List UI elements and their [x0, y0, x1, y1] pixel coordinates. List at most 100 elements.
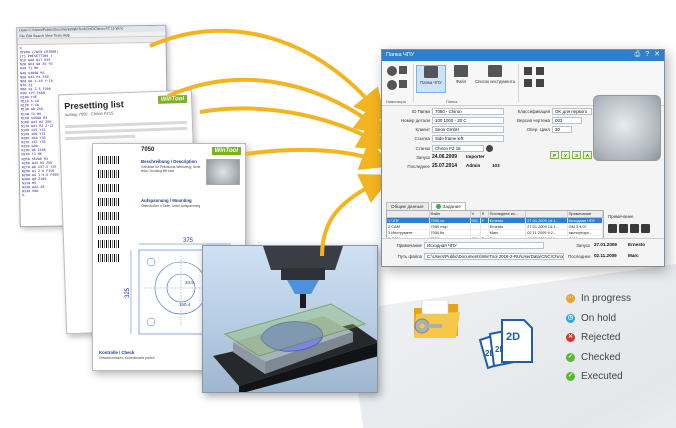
footer-last-date: 02.11.2009 — [594, 253, 617, 258]
doc-label-middle: 2D — [495, 345, 505, 354]
refresh-icon[interactable] — [387, 66, 397, 76]
status-button-z[interactable]: З — [572, 151, 581, 159]
cell-row-type: 2 CAM — [387, 223, 430, 230]
legend-item: ✓ Executed — [566, 367, 631, 387]
column-header-type[interactable] — [387, 211, 430, 218]
cell-last-user: Ernesto — [488, 217, 527, 224]
column-header-note[interactable]: Примечание — [567, 211, 603, 218]
ribbon-button-tool-list[interactable]: Список инструмента — [475, 65, 515, 84]
cell-file-name: 7050.mcp — [429, 223, 471, 230]
count-value: 103 — [492, 163, 500, 168]
status-button-u[interactable]: У — [561, 151, 570, 159]
classification-select[interactable]: OK для первого — [552, 108, 592, 115]
machine-field[interactable]: Chiron FZ 15 — [432, 145, 484, 152]
delete-icon[interactable] — [536, 79, 544, 87]
column-header-file[interactable]: Файл — [429, 211, 471, 218]
field-label: Запуск — [416, 155, 430, 160]
status-buttons: Р У З А — [550, 151, 592, 159]
cell-last-user: Ernesto — [488, 223, 527, 230]
barcode — [98, 240, 120, 248]
print-icon[interactable]: ⎙ — [634, 51, 641, 58]
legend-label: Checked — [581, 351, 621, 363]
compare-icon[interactable] — [619, 224, 628, 233]
cycle-time-field[interactable]: 30 — [552, 126, 572, 133]
note-field[interactable]: Исходная ЧПУ — [424, 242, 544, 249]
open-file-icon[interactable] — [608, 224, 617, 233]
settings-icon[interactable] — [399, 66, 407, 74]
table-row[interactable]: 1 ЧПУ 7050.nc 001 P Ernesto 27.01.2009 14:1..… — [387, 217, 603, 224]
cell-version — [470, 229, 481, 236]
ribbon-group-folder: Папка — [446, 99, 458, 104]
part-number-field[interactable]: 100 1000 - 20 C — [432, 117, 504, 124]
cell-status — [480, 223, 489, 230]
ribbon-separator — [518, 64, 519, 102]
doc-label-back: 2D — [485, 349, 495, 358]
dim-height: 325 — [125, 287, 131, 298]
section-title: Aufspannung / Mounting — [141, 198, 192, 203]
forward-icon[interactable] — [399, 80, 407, 88]
new-icon[interactable] — [524, 67, 532, 75]
task-status-icon — [435, 204, 441, 210]
cam-3d-simulation — [202, 245, 378, 393]
status-button-r[interactable]: Р — [550, 151, 559, 159]
reference-field[interactable]: Side frame left — [432, 135, 504, 142]
last-user: Admin — [466, 163, 481, 168]
barcode — [98, 198, 120, 206]
barcode — [98, 170, 120, 178]
help-icon[interactable]: ? — [645, 51, 650, 58]
status-button-a[interactable]: А — [583, 151, 592, 159]
tab-label: Задание — [442, 204, 461, 209]
legend-item: ··· In progress — [566, 289, 631, 309]
field-label: ID Папки — [412, 109, 430, 114]
cell-status — [480, 229, 489, 236]
doc-line — [65, 134, 136, 141]
table-row[interactable]: 2 CAM 7050.mcp Ernesto 27.01.2009 14:1... GM… — [387, 223, 603, 230]
dim-d1: 34.5 — [185, 280, 194, 285]
cell-version: 001 — [470, 217, 481, 224]
section-title: Beschreibung / Description — [141, 159, 197, 164]
cell-date: 27.01.2009 14:1... — [525, 217, 568, 224]
legend-item: ✓ Checked — [566, 348, 631, 368]
cell-last-user: Marc — [488, 229, 527, 236]
drawing-version-field[interactable]: 003 — [552, 117, 582, 124]
file-path-field[interactable]: C:\Users\Public\Documents\WinTool 2018-2… — [424, 253, 564, 260]
copy-file-icon[interactable] — [630, 224, 639, 233]
back-icon[interactable] — [387, 80, 397, 90]
doc-line — [65, 126, 188, 135]
launch-user: Importer — [466, 154, 485, 159]
status-icon: ··· — [566, 294, 575, 304]
column-header-last[interactable]: Последнее из... — [488, 211, 527, 218]
cell-note: GM 3.4.07 — [567, 223, 603, 230]
footer-launch-date: 27.01.2009 — [594, 242, 617, 247]
tool-list-icon — [488, 65, 502, 77]
side-header: Примечание — [608, 214, 634, 219]
barcode — [98, 226, 120, 234]
table-row[interactable]: 3 Инструмент 7050.tls Marc 02.11.2009 9:2..… — [387, 229, 603, 236]
ribbon-button-cnc-folder[interactable]: Папка ЧПУ — [416, 65, 446, 93]
cnc-folder-app-window: Папка ЧПУ ⎙ ? ✕ Навигация Папка ЧПУ Файл… — [381, 49, 665, 267]
app-title: Папка ЧПУ — [386, 52, 415, 58]
cell-date: 02.11.2009 9:2... — [525, 229, 568, 236]
part-photo — [206, 159, 240, 185]
field-label: Путь файла — [397, 254, 422, 259]
barcode — [98, 254, 120, 262]
legend-label: Executed — [581, 371, 623, 383]
folder-id-field[interactable]: 7050 - Chiron — [432, 108, 504, 115]
last-date: 25.07.2014 — [432, 163, 458, 169]
legend-label: In progress — [581, 293, 632, 305]
ribbon-button-label: Папка ЧПУ — [420, 80, 442, 85]
close-icon[interactable]: ✕ — [654, 51, 660, 58]
cell-row-type: 1 ЧПУ — [387, 217, 430, 224]
column-header-date[interactable] — [525, 211, 568, 218]
ribbon-button-file[interactable]: Файл — [446, 65, 476, 84]
machine-settings-icon[interactable] — [486, 145, 493, 152]
section-text: Gehäuse für Präzisions-Werkzeug; Seite l… — [141, 165, 201, 173]
copy-icon[interactable] — [536, 67, 544, 75]
status-icon: ◷ — [566, 313, 575, 323]
field-label: Ссылка — [414, 136, 430, 141]
lock-icon[interactable] — [524, 79, 532, 87]
column-header-version[interactable]: V — [470, 211, 481, 218]
column-header-status[interactable]: S — [480, 211, 489, 218]
client-field[interactable]: Seon GmbH — [432, 126, 504, 133]
document-icon[interactable] — [641, 224, 650, 233]
